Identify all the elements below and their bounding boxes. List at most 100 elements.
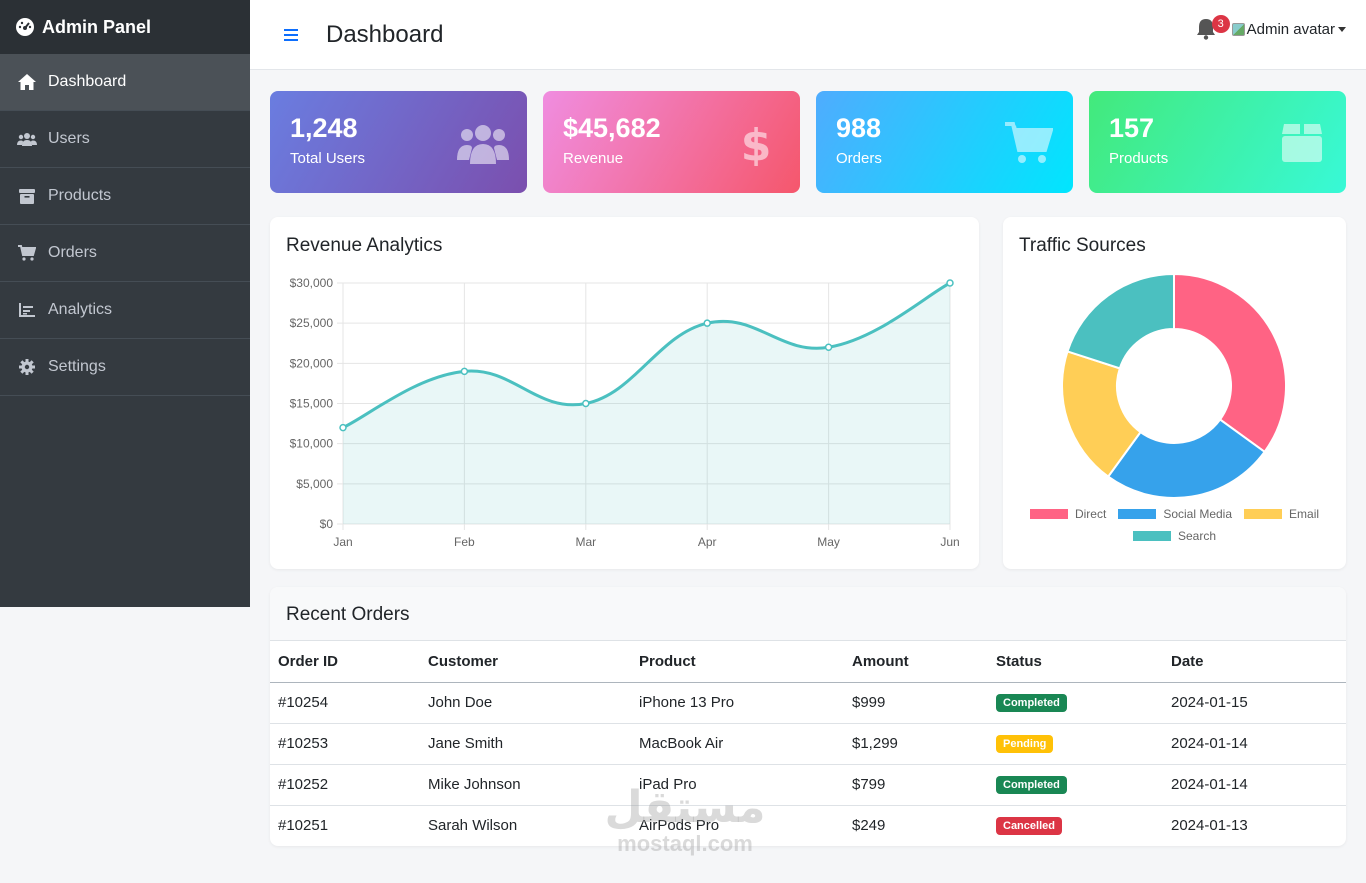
stat-value: $45,682 <box>563 113 661 143</box>
legend-label: Search <box>1177 529 1217 543</box>
data-point <box>460 367 469 376</box>
brand[interactable]: Admin Panel <box>0 0 250 54</box>
product: iPad Pro <box>631 764 844 806</box>
table-row[interactable]: #10252 Mike Johnson iPad Pro $799 Comple… <box>270 764 1346 806</box>
dashboard-gauge-icon <box>15 17 35 37</box>
watermark-arabic: مستقل <box>604 782 766 833</box>
cart-icon <box>17 243 37 263</box>
box-icon <box>17 186 37 206</box>
column-header: Order ID <box>270 641 420 683</box>
broken-image-icon <box>1231 22 1245 36</box>
y-tick-label: $5,000 <box>296 477 333 491</box>
stat-value: 1,248 <box>290 113 358 143</box>
revenue-chart-title: Revenue Analytics <box>286 235 443 256</box>
amount: $999 <box>844 682 988 724</box>
column-header: Product <box>631 641 844 683</box>
customer: Jane Smith <box>420 723 631 765</box>
stat-card-revenue: $45,682 Revenue $ <box>543 91 800 193</box>
order-id: #10253 <box>270 723 420 765</box>
y-tick-label: $25,000 <box>290 316 334 330</box>
date: 2024-01-15 <box>1163 682 1346 724</box>
table-row[interactable]: #10253 Jane Smith MacBook Air $1,299 Pen… <box>270 723 1346 765</box>
sidebar-item-label: Analytics <box>48 301 113 318</box>
stat-value: 988 <box>836 113 882 143</box>
box-icon <box>1276 121 1328 165</box>
y-tick-label: $0 <box>320 517 334 531</box>
legend-item[interactable]: Email <box>1244 503 1319 525</box>
sidebar-item-analytics[interactable]: Analytics <box>0 282 250 339</box>
recent-orders-card: Recent Orders Order ID Customer Product … <box>270 587 1346 846</box>
sidebar-item-users[interactable]: Users <box>0 111 250 168</box>
data-point <box>339 423 347 432</box>
product: MacBook Air <box>631 723 844 765</box>
stat-card-products: 157 Products <box>1089 91 1346 193</box>
watermark: مستقل mostaql.com <box>600 785 770 857</box>
chart-icon <box>17 300 37 320</box>
x-tick-label: Feb <box>454 535 475 549</box>
legend-label: Social Media <box>1163 507 1233 521</box>
y-tick-label: $10,000 <box>290 437 334 451</box>
column-header: Date <box>1163 641 1346 683</box>
sidebar-item-products[interactable]: Products <box>0 168 250 225</box>
legend-label: Email <box>1289 507 1320 521</box>
home-icon <box>17 72 37 92</box>
table-row[interactable]: #10251 Sarah Wilson AirPods Pro $249 Can… <box>270 805 1346 846</box>
product: iPhone 13 Pro <box>631 682 844 724</box>
top-navbar: Dashboard 3 Admin avatar <box>250 0 1366 70</box>
date: 2024-01-14 <box>1163 723 1346 765</box>
recent-orders-title: Recent Orders <box>286 604 410 625</box>
sidebar-item-label: Products <box>48 187 112 204</box>
stat-label: Revenue <box>563 150 624 167</box>
x-tick-label: Apr <box>698 535 717 549</box>
y-tick-label: $30,000 <box>290 276 334 290</box>
sidebar-item-dashboard[interactable]: Dashboard <box>0 54 250 111</box>
legend-item[interactable]: Search <box>1132 525 1217 547</box>
avatar: Admin avatar <box>1246 20 1335 38</box>
user-dropdown[interactable]: Admin avatar <box>1231 20 1346 38</box>
sidebar: Admin Panel Dashboard Users Products Ord… <box>0 0 250 607</box>
table-row[interactable]: #10254 John Doe iPhone 13 Pro $999 Compl… <box>270 682 1346 724</box>
sidebar-item-orders[interactable]: Orders <box>0 225 250 282</box>
notifications-button[interactable]: 3 <box>1196 15 1230 40</box>
status-badge: Completed <box>996 694 1067 712</box>
status-badge: Completed <box>996 776 1067 794</box>
chart-legend: Direct Social Media Email Search <box>1003 503 1346 547</box>
order-id: #10251 <box>278 817 329 835</box>
customer: John Doe <box>420 682 631 724</box>
data-point <box>582 399 590 408</box>
traffic-chart-card: Traffic Sources Direct Social Media Email S… <box>1003 217 1346 569</box>
y-tick-label: $20,000 <box>290 356 334 370</box>
x-tick-label: Jan <box>333 535 352 549</box>
sidebar-item-settings[interactable]: Settings <box>0 339 250 396</box>
amount: $799 <box>844 764 988 806</box>
user-area: 3 Admin avatar <box>1196 15 1346 40</box>
stat-value: 157 <box>1109 113 1155 143</box>
caret-down-icon <box>1338 26 1346 32</box>
amount: $1,299 <box>844 723 988 765</box>
legend-item[interactable]: Social Media <box>1118 503 1232 525</box>
amount: $249 <box>852 817 886 835</box>
sidebar-item-label: Dashboard <box>48 73 127 90</box>
traffic-doughnut-chart <box>1061 272 1287 499</box>
notification-badge: 3 <box>1211 15 1230 33</box>
table-header-row: Order ID Customer Product Amount Status … <box>270 641 1346 683</box>
recent-orders-header: Recent Orders <box>270 587 1346 641</box>
cart-icon <box>1003 121 1055 165</box>
product: AirPods Pro <box>639 817 720 835</box>
bell-icon <box>1196 19 1215 40</box>
legend-item[interactable]: Direct <box>1029 503 1106 525</box>
legend-swatch <box>1132 531 1171 541</box>
hamburger-menu-icon[interactable] <box>281 25 301 45</box>
legend-swatch <box>1244 509 1283 519</box>
order-id: #10252 <box>270 764 420 806</box>
x-tick-label: Jun <box>940 535 959 549</box>
orders-table: Order ID Customer Product Amount Status … <box>270 641 1346 846</box>
stat-card-users: 1,248 Total Users <box>270 91 527 193</box>
traffic-chart-title: Traffic Sources <box>1019 235 1146 256</box>
sidebar-item-label: Orders <box>48 244 97 261</box>
order-id: #10254 <box>270 682 420 724</box>
status-badge: Cancelled <box>996 817 1062 836</box>
watermark-latin: mostaql.com <box>617 831 753 856</box>
x-tick-label: May <box>817 535 840 549</box>
dollar-icon: $ <box>730 120 782 166</box>
